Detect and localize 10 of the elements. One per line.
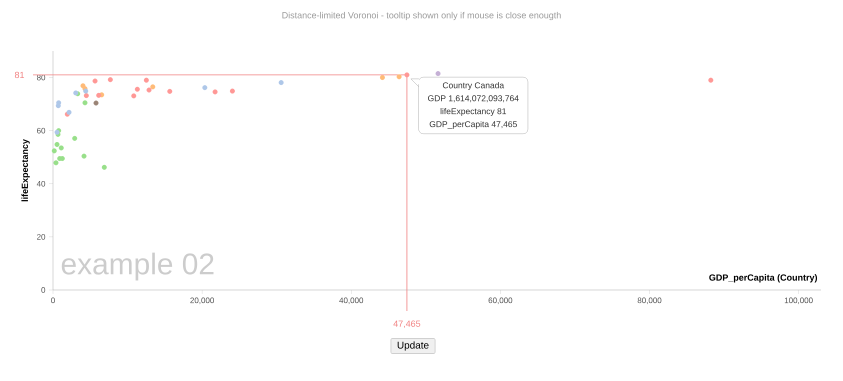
y-axis-title: lifeExpectancy [21,139,30,202]
annotation: lifeExpectancy 81 [440,108,506,116]
x-axis-title: GDP_perCapita (Country) [709,274,818,282]
annotation: Country Canada [442,82,504,90]
annotation: GDP 1,614,072,093,764 [428,95,519,102]
ref-line-label: 47,465 [393,320,420,328]
ref-line-label: 81 [14,72,24,78]
annotation: GDP_perCapita 47,465 [430,120,517,129]
chart-title: Distance-limited Voronoi - tooltip shown only if mouse is close enougth [282,12,561,20]
text: Update [398,341,429,351]
